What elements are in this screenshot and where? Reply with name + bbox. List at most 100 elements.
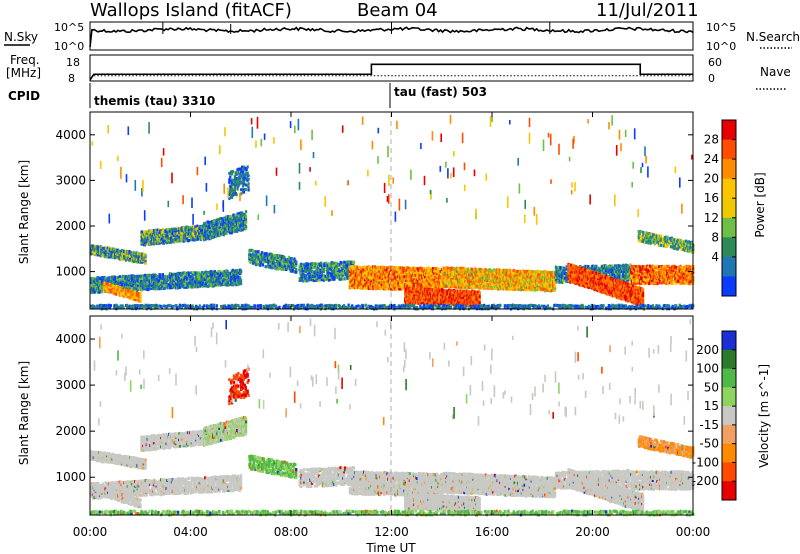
heatmap-cell <box>171 232 175 235</box>
heatmap-cell <box>233 280 236 284</box>
heatmap-cell <box>147 281 150 285</box>
heatmap-cell <box>137 286 140 290</box>
sky-right-bottom: 10^0 <box>706 40 736 53</box>
heatmap-cell <box>257 250 260 254</box>
heatmap-cell <box>137 274 140 278</box>
heatmap-cell <box>139 294 142 298</box>
heatmap-cell <box>179 235 183 239</box>
heatmap-cell <box>188 239 191 242</box>
heatmap-cell <box>168 227 171 231</box>
heatmap-cell <box>97 247 100 251</box>
heatmap-cell <box>205 237 208 241</box>
heatmap-cell <box>203 274 206 278</box>
heatmap-cell <box>245 176 248 180</box>
heatmap-cell <box>144 257 147 260</box>
heatmap-cell <box>219 270 222 273</box>
heatmap-cell <box>162 276 165 280</box>
heatmap-cell <box>239 276 242 280</box>
heatmap-cell <box>236 223 240 227</box>
heatmap-cell <box>199 281 202 285</box>
heatmap-cell <box>144 259 147 263</box>
heatmap-cell <box>112 285 115 288</box>
heatmap-cell <box>237 212 241 216</box>
heatmap-cell <box>121 279 124 283</box>
heatmap-cell <box>239 172 242 176</box>
heatmap-cell <box>160 279 163 283</box>
heatmap-cell <box>133 286 136 290</box>
heatmap-cell <box>237 184 240 188</box>
heatmap-cell <box>141 230 144 234</box>
freq-panel-frame <box>89 54 694 82</box>
heatmap-cell <box>144 261 147 265</box>
heatmap-cell <box>151 241 154 245</box>
heatmap-cell <box>181 232 184 236</box>
heatmap-cell <box>99 284 103 288</box>
heatmap-cell <box>231 268 235 272</box>
heatmap-cell <box>184 284 187 288</box>
heatmap-cell <box>172 236 175 239</box>
heatmap-cell <box>148 235 151 239</box>
heatmap-cell <box>145 285 148 289</box>
heatmap-cell <box>186 236 189 240</box>
heatmap-cell <box>92 288 95 292</box>
heatmap-cell <box>171 238 175 242</box>
heatmap-cell <box>237 177 240 181</box>
heatmap-cell <box>111 251 114 255</box>
heatmap-cell <box>230 195 234 199</box>
heatmap-cell <box>241 172 245 176</box>
heatmap-cell <box>241 211 244 215</box>
heatmap-cell <box>222 274 226 277</box>
heatmap-cell <box>172 276 175 280</box>
heatmap-cell <box>478 301 481 304</box>
heatmap-cell <box>113 289 116 292</box>
heatmap-cell <box>216 220 219 223</box>
heatmap-cell <box>222 282 226 286</box>
heatmap-cell <box>135 293 139 297</box>
heatmap-cell <box>160 275 164 279</box>
heatmap-cell <box>200 226 203 230</box>
heatmap-cell <box>244 183 247 187</box>
heatmap-cell <box>145 234 148 238</box>
heatmap-cell <box>116 277 119 281</box>
heatmap-cell <box>146 242 149 246</box>
heatmap-cell <box>166 279 169 283</box>
heatmap-cell <box>160 286 163 290</box>
heatmap-cell <box>143 241 147 245</box>
heatmap-cell <box>97 253 100 257</box>
heatmap-cell <box>157 279 160 283</box>
heatmap-cell <box>136 288 139 292</box>
heatmap-cell <box>196 224 199 228</box>
heatmap-cell <box>226 224 229 228</box>
heatmap-cell <box>128 293 131 297</box>
heatmap-cell <box>238 222 241 226</box>
heatmap-cell <box>248 250 251 254</box>
heatmap-cell <box>119 289 122 292</box>
heatmap-cell <box>228 215 232 218</box>
heatmap-cell <box>235 193 238 197</box>
heatmap-cell <box>178 285 182 289</box>
freq-right-bottom: 0 <box>708 72 715 85</box>
cpid-mode-2: tau (fast) 503 <box>394 85 487 99</box>
heatmap-cell <box>239 167 242 171</box>
heatmap-cell <box>97 245 100 249</box>
heatmap-cell <box>136 298 139 302</box>
heatmap-cell <box>150 287 153 290</box>
heatmap-cell <box>219 281 222 285</box>
heatmap-cell <box>478 291 481 295</box>
heatmap-cell <box>238 221 241 225</box>
freq-left-bottom: 8 <box>68 72 75 85</box>
heatmap-cell <box>143 279 147 283</box>
heatmap-cell <box>160 235 163 239</box>
heatmap-cell <box>233 175 236 179</box>
sky-left-bottom: 10^0 <box>54 40 84 53</box>
heatmap-cell <box>233 186 236 190</box>
heatmap-cell <box>228 197 231 201</box>
heatmap-cell <box>240 170 243 174</box>
heatmap-cell <box>97 276 100 280</box>
heatmap-cell <box>193 272 196 276</box>
heatmap-cell <box>218 229 221 233</box>
heatmap-cell <box>156 277 159 281</box>
heatmap-cell <box>91 286 95 289</box>
heatmap-cell <box>93 290 96 294</box>
